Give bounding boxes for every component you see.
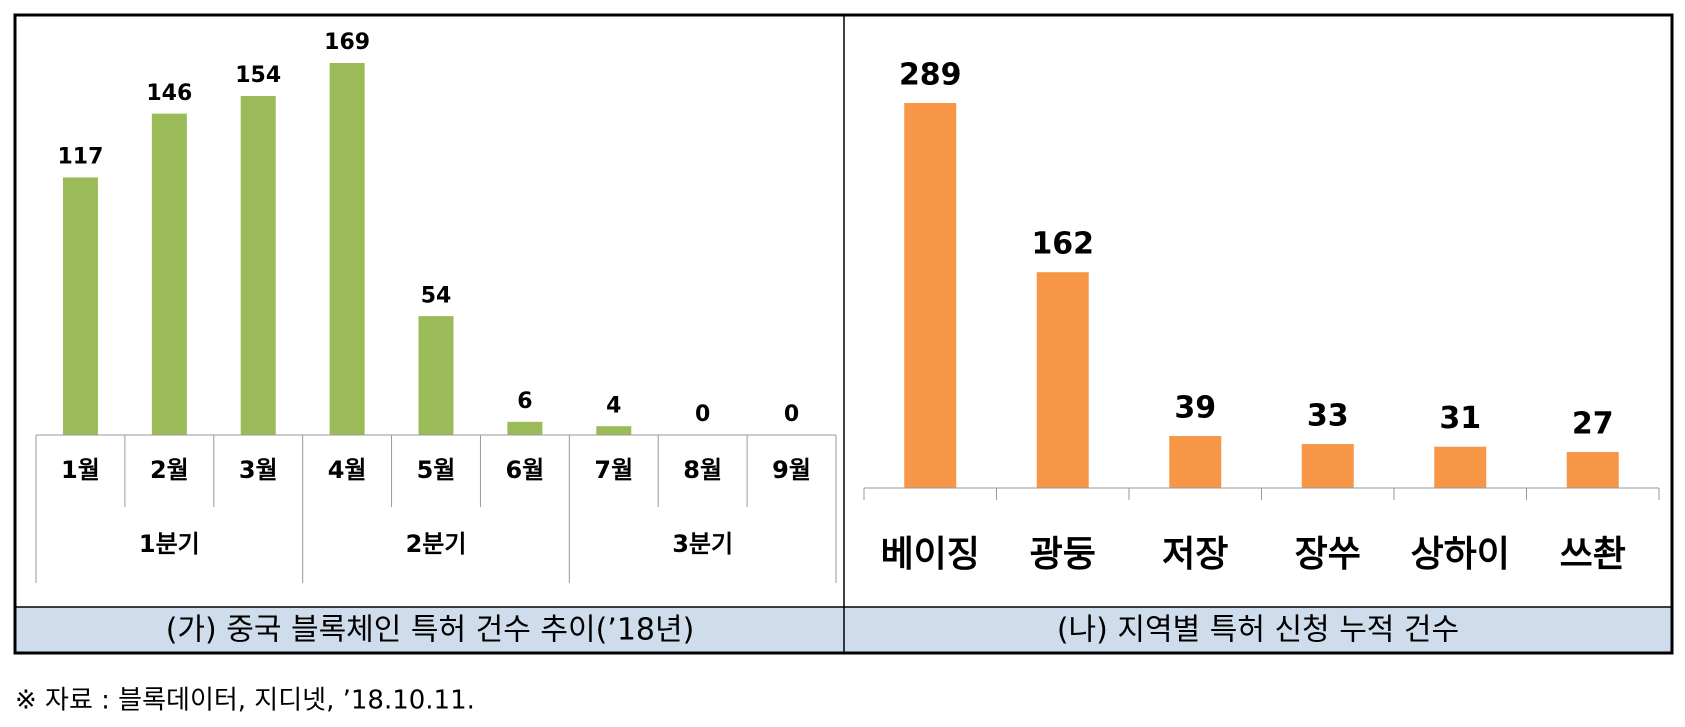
bar (151, 113, 187, 435)
bar (62, 177, 98, 435)
bar (596, 426, 632, 435)
bar (1434, 446, 1487, 488)
x-tick-label: 장쑤 (1295, 534, 1361, 575)
value-label: 169 (324, 30, 370, 55)
bar (418, 316, 454, 435)
bar (240, 96, 276, 435)
value-label: 162 (1031, 227, 1094, 262)
value-label: 33 (1307, 399, 1349, 434)
x-tick-label: 9월 (772, 456, 811, 484)
group-label: 2분기 (406, 530, 467, 558)
x-tick-label: 2월 (150, 456, 189, 484)
bar (1301, 444, 1354, 488)
x-tick-label: 1월 (61, 456, 100, 484)
value-label: 4 (606, 393, 621, 418)
value-label: 0 (695, 402, 710, 427)
group-label: 3분기 (672, 530, 733, 558)
value-label: 27 (1572, 407, 1614, 442)
caption: (나) 지역별 특허 신청 누적 건수 (1057, 613, 1459, 648)
value-label: 154 (235, 63, 281, 88)
value-label: 54 (421, 283, 452, 308)
bar (1566, 452, 1619, 488)
x-tick-label: 6월 (505, 456, 544, 484)
bar (1169, 436, 1222, 488)
bar (904, 103, 957, 488)
caption: (가) 중국 블록체인 특허 건수 추이(’18년) (166, 613, 695, 648)
value-label: 0 (784, 402, 799, 427)
x-tick-label: 상하이 (1411, 534, 1510, 575)
x-tick-label: 7월 (594, 456, 633, 484)
value-label: 39 (1174, 391, 1216, 426)
value-label: 6 (517, 389, 532, 414)
group-label: 1분기 (139, 530, 200, 558)
value-label: 146 (146, 81, 192, 106)
value-label: 289 (899, 58, 962, 93)
source-note: ※ 자료 : 블록데이터, 지디넷, ’18.10.11. (15, 686, 475, 716)
value-label: 31 (1439, 401, 1481, 436)
x-tick-label: 광둥 (1030, 534, 1096, 575)
x-tick-label: 쓰촨 (1560, 534, 1626, 575)
x-tick-label: 저장 (1162, 534, 1228, 575)
x-tick-label: 베이징 (881, 534, 980, 575)
bar (329, 63, 365, 435)
x-tick-label: 4월 (328, 456, 367, 484)
bar (1036, 272, 1089, 488)
value-label: 117 (57, 145, 103, 170)
x-tick-label: 3월 (239, 456, 278, 484)
x-tick-label: 8월 (683, 456, 722, 484)
x-tick-label: 5월 (417, 456, 456, 484)
bar (507, 421, 543, 435)
